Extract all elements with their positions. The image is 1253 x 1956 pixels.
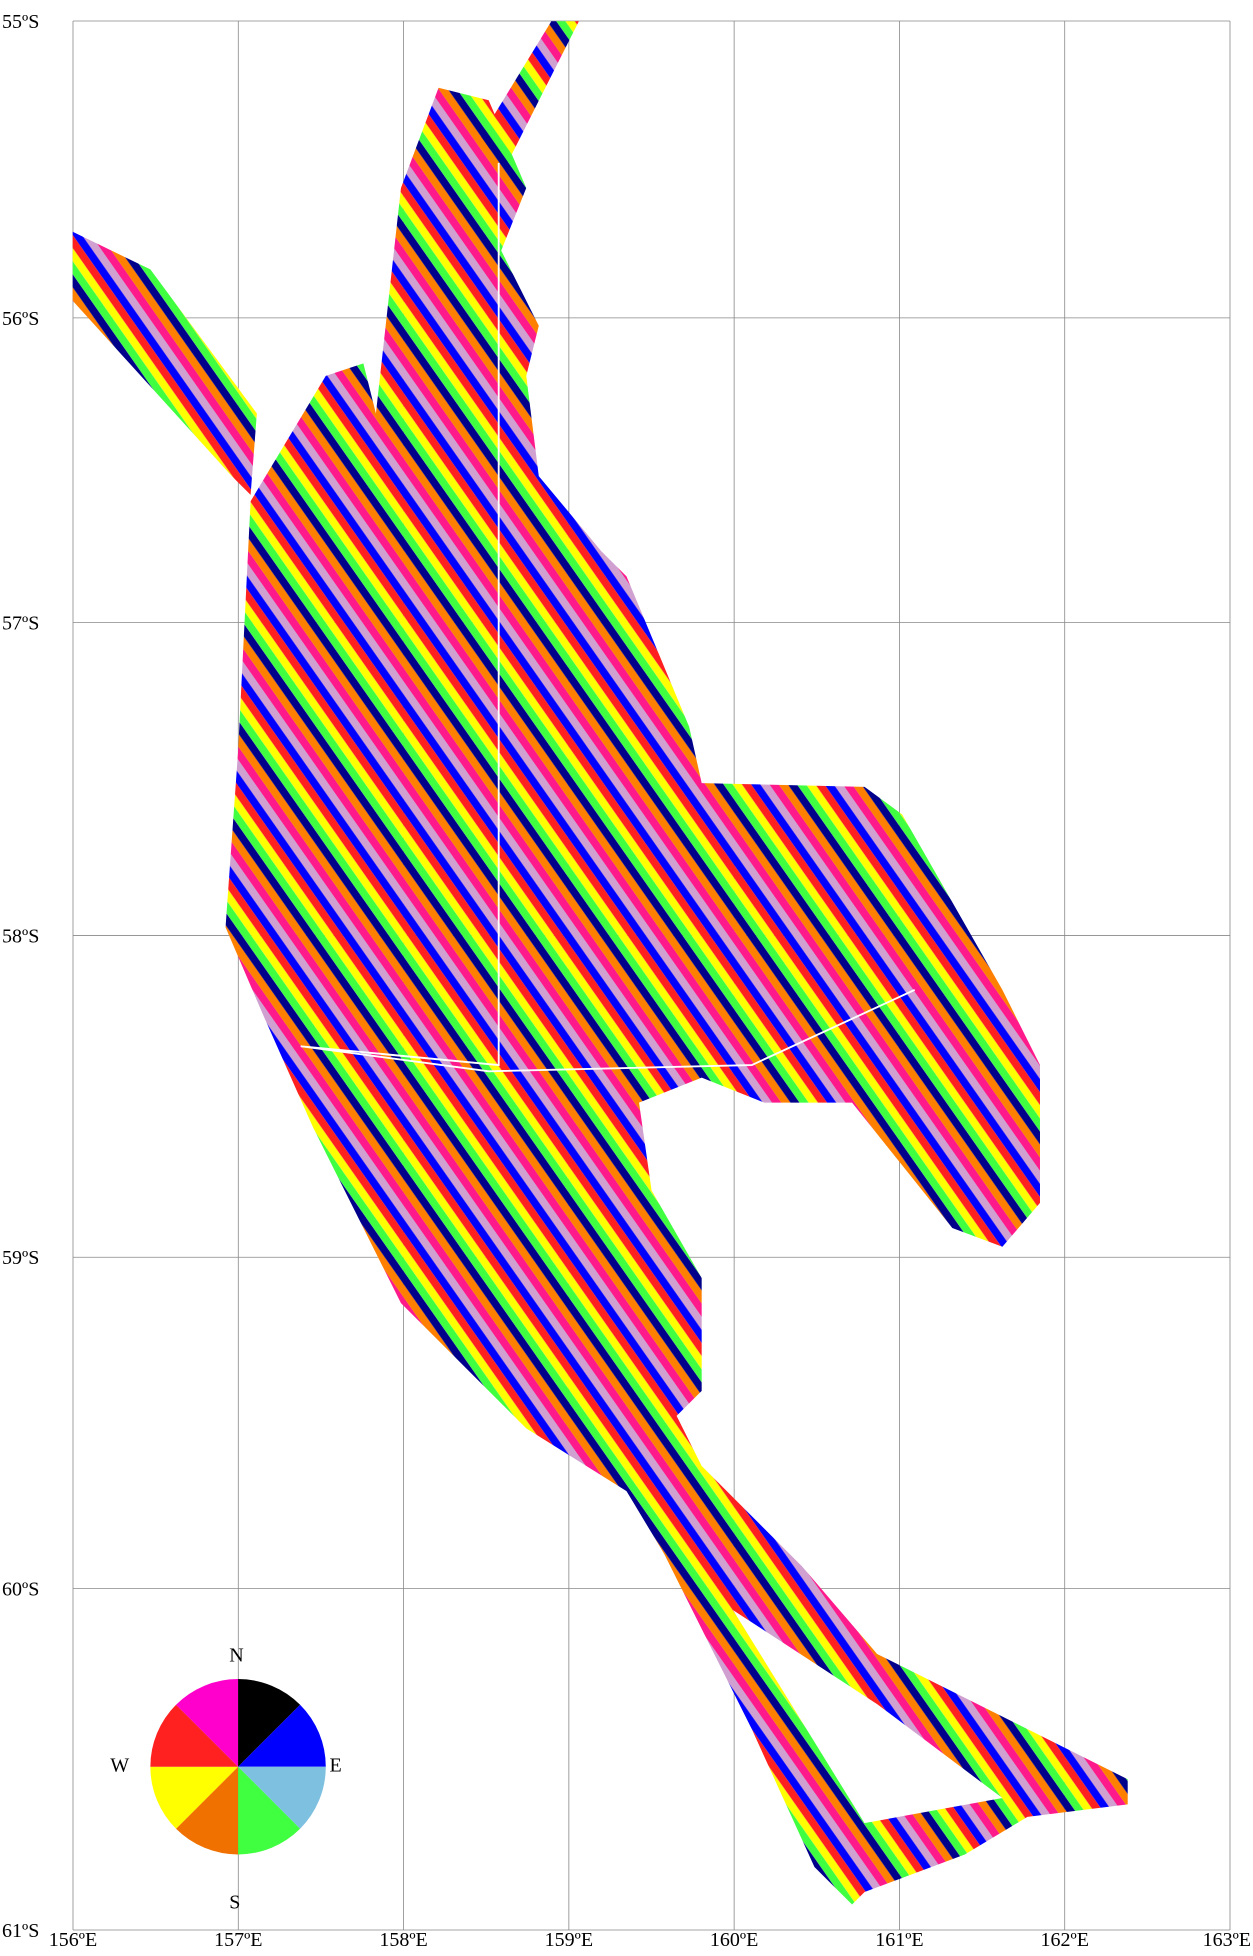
- longitude-label: 159ºE: [545, 1929, 593, 1951]
- longitude-label: 161ºE: [875, 1929, 923, 1951]
- latitude-label: 61ºS: [2, 1920, 39, 1942]
- swath: [73, 232, 257, 495]
- latitude-label: 56ºS: [2, 308, 39, 330]
- compass-rose: N E S W: [110, 1644, 342, 1913]
- longitude-label: 156ºE: [49, 1929, 97, 1951]
- survey-swaths: N E S W: [73, 21, 1128, 1913]
- compass-label: S: [229, 1891, 240, 1913]
- longitude-label: 162ºE: [1041, 1929, 1089, 1951]
- longitude-label: 163ºE: [1203, 1929, 1251, 1951]
- compass-label: N: [229, 1644, 243, 1666]
- swath: [226, 88, 1128, 1905]
- latitude-label: 59ºS: [2, 1247, 39, 1269]
- latitude-label: 55ºS: [2, 11, 39, 33]
- map: N E S W 55ºS 56ºS 57ºS 58ºS 59ºS 60ºS 61ºS 156º…: [0, 0, 1253, 1951]
- compass-label: W: [110, 1755, 129, 1777]
- page: {"map": { "latitude_labels": [ {"value":…: [0, 0, 1253, 1951]
- longitude-label: 157ºE: [214, 1929, 262, 1951]
- compass-label: E: [330, 1755, 342, 1777]
- latitude-label: 60ºS: [2, 1579, 39, 1601]
- longitude-label: 160ºE: [710, 1929, 758, 1951]
- latitude-label: 57ºS: [2, 612, 39, 634]
- latitude-label: 58ºS: [2, 925, 39, 947]
- longitude-label: 158ºE: [379, 1929, 427, 1951]
